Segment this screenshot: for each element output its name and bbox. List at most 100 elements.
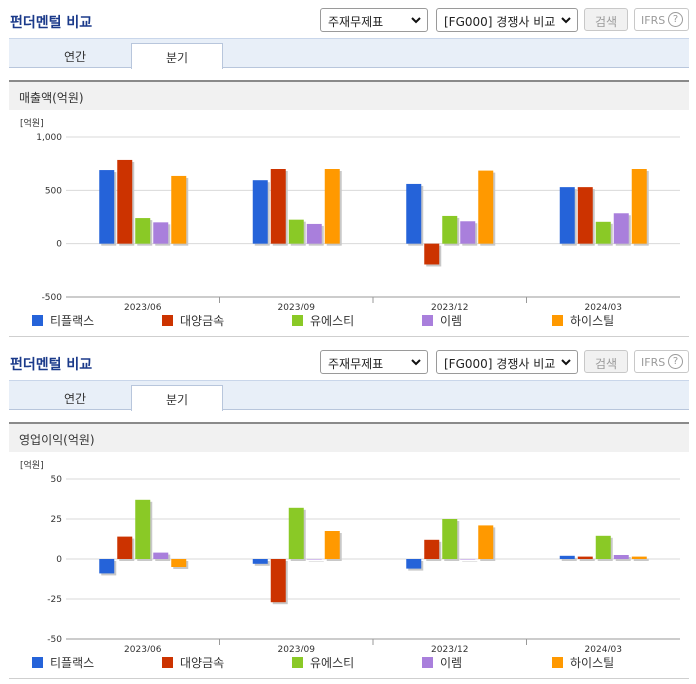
- bar: [135, 218, 151, 244]
- operating-profit-bar-chart: [억원] -50 -25 0 25 50 2023/06 2023/09 2023/12 2024…: [20, 459, 680, 652]
- bar: [577, 556, 593, 559]
- ifrs-label: IFRS: [641, 14, 666, 27]
- bar: [478, 525, 494, 559]
- bar: [460, 559, 476, 560]
- panel-title: 펀더멘털 비교: [10, 357, 93, 373]
- divider: [9, 336, 689, 337]
- bar: [117, 536, 133, 559]
- search-button[interactable]: 검색: [584, 350, 628, 373]
- bar: [424, 539, 440, 559]
- x-tick-label: 2023/06: [124, 303, 162, 310]
- bar: [306, 559, 322, 560]
- legend-item[interactable]: 하이스틸: [552, 654, 614, 671]
- bar-shadow: [462, 561, 478, 562]
- legend-label: 티플랙스: [50, 314, 95, 328]
- bar: [324, 531, 340, 559]
- x-tick-label: 2024/03: [585, 303, 622, 310]
- legend-swatch: [552, 315, 563, 326]
- y-tick-label: 1,000: [36, 133, 62, 143]
- ifrs-button[interactable]: IFRS ?: [634, 350, 689, 373]
- statement-select[interactable]: 주재무제표: [320, 8, 428, 32]
- bar: [324, 169, 340, 244]
- x-tick-label: 2023/12: [431, 303, 468, 310]
- divider: [9, 678, 689, 679]
- period-tabs: 연간 분기: [9, 380, 689, 411]
- bar: [406, 559, 422, 569]
- bar: [595, 221, 611, 244]
- y-tick-label: 0: [56, 555, 62, 565]
- bar-shadow: [561, 557, 577, 561]
- bar: [559, 555, 575, 559]
- bar: [424, 243, 440, 265]
- y-tick-label: 25: [51, 515, 62, 525]
- statement-select-value: 주재무제표: [328, 15, 384, 29]
- chart-legend: 티플랙스 대양금속 유에스티 이렘 하이스틸: [0, 312, 696, 330]
- y-tick-label: -50: [47, 635, 62, 645]
- y-unit-label: [억원]: [20, 117, 44, 129]
- legend-item[interactable]: 유에스티: [292, 312, 354, 329]
- bar: [613, 555, 629, 559]
- compare-select[interactable]: [FG000] 경쟁사 비교: [436, 8, 578, 32]
- legend-swatch: [292, 315, 303, 326]
- metric-label: 매출액(억원): [9, 80, 689, 110]
- bar-shadow: [308, 561, 324, 562]
- y-unit-label: [억원]: [20, 459, 44, 471]
- tab-annual[interactable]: 연간: [63, 50, 87, 64]
- fundamental-panel-sales: 펀더멘털 비교 주재무제표 [FG000] 경쟁사 비교 검색 IFRS ? 연…: [0, 0, 696, 337]
- legend-label: 대양금속: [180, 314, 225, 328]
- bar: [613, 213, 629, 244]
- statement-select-value: 주재무제표: [328, 357, 384, 371]
- legend-item[interactable]: 이렘: [422, 654, 462, 671]
- panel-header: 펀더멘털 비교 주재무제표 [FG000] 경쟁사 비교 검색 IFRS ?: [0, 342, 696, 382]
- bar: [595, 535, 611, 559]
- bar: [631, 169, 647, 244]
- legend-item[interactable]: 유에스티: [292, 654, 354, 671]
- bar: [117, 159, 133, 244]
- legend-item[interactable]: 티플랙스: [32, 654, 94, 671]
- chevron-down-icon: [561, 17, 571, 24]
- legend-item[interactable]: 티플랙스: [32, 312, 94, 329]
- legend-swatch: [422, 657, 433, 668]
- bar: [171, 559, 187, 567]
- y-tick-label: -25: [47, 595, 62, 605]
- compare-select[interactable]: [FG000] 경쟁사 비교: [436, 350, 578, 374]
- legend-item[interactable]: 하이스틸: [552, 312, 614, 329]
- legend-label: 이렘: [440, 656, 463, 670]
- ifrs-label: IFRS: [641, 356, 666, 369]
- panel-header: 펀더멘털 비교 주재무제표 [FG000] 경쟁사 비교 검색 IFRS ?: [0, 0, 696, 40]
- legend-swatch: [32, 315, 43, 326]
- legend-label: 하이스틸: [570, 656, 615, 670]
- y-tick-label: 0: [56, 240, 62, 250]
- bar: [135, 499, 151, 559]
- statement-select[interactable]: 주재무제표: [320, 350, 428, 374]
- legend-item[interactable]: 대양금속: [162, 654, 224, 671]
- compare-select-value: [FG000] 경쟁사 비교: [444, 15, 556, 29]
- tab-quarter[interactable]: 분기: [131, 385, 223, 411]
- ifrs-button[interactable]: IFRS ?: [634, 8, 689, 31]
- search-button[interactable]: 검색: [584, 8, 628, 31]
- bar: [171, 175, 187, 244]
- bar: [99, 559, 115, 574]
- bar: [252, 559, 268, 564]
- bar: [406, 183, 422, 244]
- legend-swatch: [292, 657, 303, 668]
- bar: [288, 507, 304, 559]
- bar: [442, 519, 458, 559]
- tab-annual[interactable]: 연간: [63, 392, 87, 406]
- y-tick-label: 50: [51, 475, 63, 485]
- metric-label: 영업이익(억원): [9, 422, 689, 452]
- legend-label: 대양금속: [180, 656, 225, 670]
- legend-swatch: [162, 657, 173, 668]
- legend-label: 이렘: [440, 314, 463, 328]
- bar: [478, 170, 494, 244]
- x-tick-label: 2023/06: [124, 645, 162, 652]
- x-tick-label: 2023/12: [431, 645, 468, 652]
- y-tick-label: 500: [45, 186, 62, 196]
- legend-item[interactable]: 이렘: [422, 312, 462, 329]
- tab-quarter[interactable]: 분기: [131, 43, 223, 69]
- chevron-down-icon: [561, 359, 571, 366]
- bar: [153, 222, 169, 244]
- sales-bar-chart: [억원] -500 0 500 1,000 2023/06 2023/09 2023/12 20…: [20, 117, 680, 310]
- legend-item[interactable]: 대양금속: [162, 312, 224, 329]
- x-tick-label: 2024/03: [585, 645, 622, 652]
